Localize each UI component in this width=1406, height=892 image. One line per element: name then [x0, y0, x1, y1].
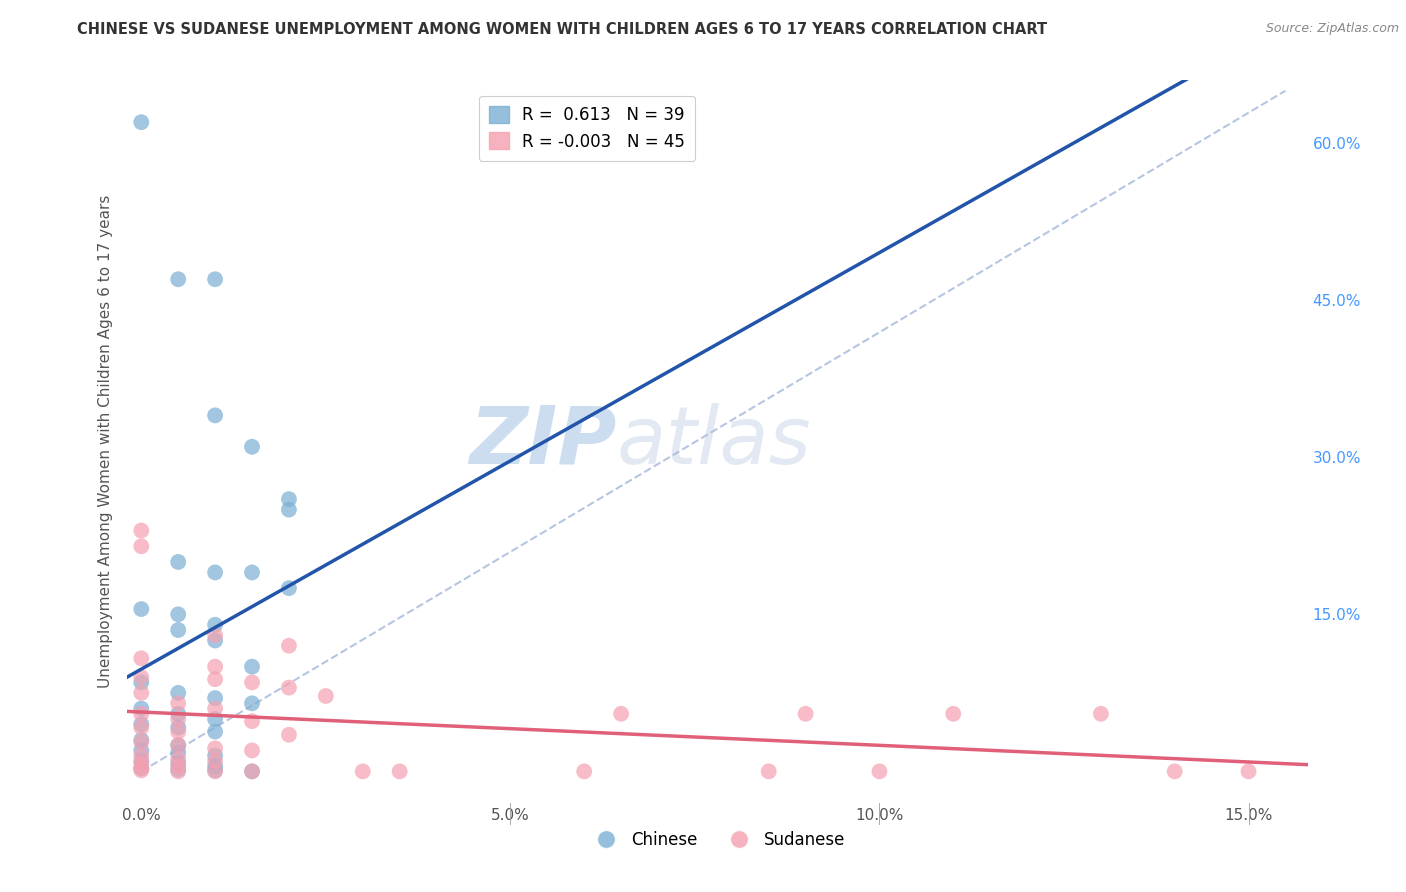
- Point: [129, 701, 153, 715]
- Point: [167, 712, 190, 726]
- Point: [1164, 764, 1187, 779]
- Point: [167, 724, 190, 739]
- Point: [167, 756, 190, 770]
- Point: [129, 539, 153, 553]
- Point: [167, 623, 190, 637]
- Point: [278, 502, 301, 516]
- Point: [278, 639, 301, 653]
- Point: [240, 440, 263, 454]
- Point: [129, 115, 153, 129]
- Legend: Chinese, Sudanese: Chinese, Sudanese: [582, 824, 852, 856]
- Point: [204, 628, 226, 642]
- Point: [574, 764, 596, 779]
- Point: [129, 735, 153, 749]
- Point: [129, 602, 153, 616]
- Point: [240, 764, 263, 779]
- Point: [204, 764, 226, 778]
- Point: [167, 759, 190, 773]
- Point: [167, 752, 190, 766]
- Point: [1090, 706, 1112, 721]
- Point: [204, 724, 226, 739]
- Point: [129, 720, 153, 734]
- Point: [942, 706, 965, 721]
- Point: [240, 743, 263, 757]
- Point: [204, 659, 226, 673]
- Point: [240, 566, 263, 580]
- Point: [129, 754, 153, 768]
- Point: [167, 555, 190, 569]
- Point: [240, 675, 263, 690]
- Y-axis label: Unemployment Among Women with Children Ages 6 to 17 years: Unemployment Among Women with Children A…: [97, 194, 112, 689]
- Point: [129, 651, 153, 665]
- Point: [204, 759, 226, 773]
- Point: [240, 714, 263, 728]
- Point: [204, 691, 226, 706]
- Point: [204, 748, 226, 763]
- Point: [167, 746, 190, 760]
- Text: CHINESE VS SUDANESE UNEMPLOYMENT AMONG WOMEN WITH CHILDREN AGES 6 TO 17 YEARS CO: CHINESE VS SUDANESE UNEMPLOYMENT AMONG W…: [77, 22, 1047, 37]
- Point: [129, 706, 153, 721]
- Text: atlas: atlas: [617, 402, 811, 481]
- Point: [167, 762, 190, 776]
- Point: [167, 738, 190, 752]
- Point: [204, 672, 226, 686]
- Point: [129, 748, 153, 763]
- Point: [167, 738, 190, 752]
- Point: [204, 633, 226, 648]
- Point: [794, 706, 817, 721]
- Point: [204, 617, 226, 632]
- Point: [129, 764, 153, 778]
- Point: [204, 764, 226, 779]
- Point: [129, 717, 153, 731]
- Point: [204, 272, 226, 286]
- Point: [167, 272, 190, 286]
- Point: [278, 681, 301, 695]
- Point: [315, 689, 337, 703]
- Point: [240, 696, 263, 710]
- Point: [388, 764, 411, 779]
- Point: [204, 754, 226, 768]
- Point: [129, 743, 153, 757]
- Point: [129, 756, 153, 770]
- Point: [129, 761, 153, 775]
- Point: [167, 720, 190, 734]
- Point: [610, 706, 633, 721]
- Point: [129, 670, 153, 684]
- Point: [240, 764, 263, 779]
- Point: [204, 701, 226, 715]
- Point: [167, 686, 190, 700]
- Point: [204, 409, 226, 423]
- Point: [278, 581, 301, 595]
- Point: [278, 728, 301, 742]
- Text: ZIP: ZIP: [470, 402, 617, 481]
- Point: [129, 524, 153, 538]
- Point: [167, 607, 190, 622]
- Point: [204, 741, 226, 756]
- Point: [129, 761, 153, 775]
- Point: [869, 764, 891, 779]
- Point: [129, 733, 153, 747]
- Point: [204, 566, 226, 580]
- Point: [1237, 764, 1260, 779]
- Point: [167, 696, 190, 710]
- Point: [129, 675, 153, 690]
- Point: [240, 659, 263, 673]
- Point: [758, 764, 780, 779]
- Text: Source: ZipAtlas.com: Source: ZipAtlas.com: [1265, 22, 1399, 36]
- Point: [352, 764, 374, 779]
- Point: [167, 706, 190, 721]
- Point: [129, 686, 153, 700]
- Point: [167, 764, 190, 779]
- Point: [204, 712, 226, 726]
- Point: [278, 492, 301, 507]
